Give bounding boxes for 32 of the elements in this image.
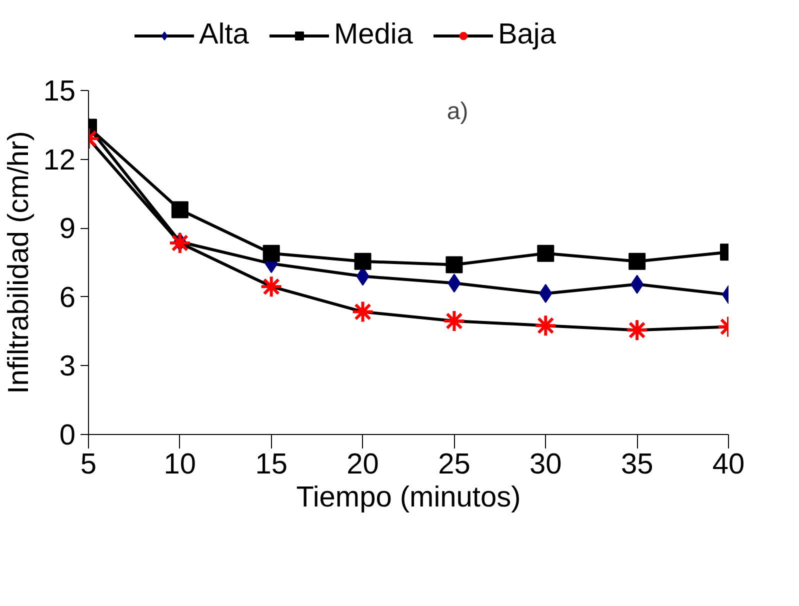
point bbox=[171, 201, 188, 218]
point bbox=[168, 232, 192, 255]
y-tick-label: 0 bbox=[59, 420, 76, 452]
point bbox=[446, 256, 463, 274]
x-axis-title: Tiempo (minutos) bbox=[296, 482, 521, 514]
point bbox=[260, 275, 283, 298]
x-tick-label: 35 bbox=[620, 448, 654, 480]
x-tick-label: 20 bbox=[346, 448, 379, 480]
y-tick-label: 3 bbox=[59, 350, 76, 383]
x-tick-label: 40 bbox=[712, 448, 745, 480]
point bbox=[351, 300, 374, 324]
point bbox=[537, 244, 554, 262]
point bbox=[354, 252, 372, 270]
y-tick-label: 12 bbox=[43, 144, 76, 176]
x-tick-label: 30 bbox=[530, 448, 562, 480]
y-tick-label: 6 bbox=[59, 282, 76, 314]
point bbox=[628, 252, 646, 270]
x-tick-label: 25 bbox=[438, 448, 470, 480]
point bbox=[262, 244, 280, 262]
y-axis-title: Infiltrabilidad (cm/hr) bbox=[3, 131, 36, 394]
point bbox=[626, 318, 649, 342]
legend-label: Media bbox=[334, 18, 413, 52]
point bbox=[534, 314, 558, 338]
x-tick-label: 5 bbox=[80, 448, 97, 480]
annotation: a) bbox=[446, 98, 468, 125]
y-tick-label: 15 bbox=[43, 76, 76, 108]
legend-label: Baja bbox=[498, 18, 556, 52]
x-tick-label: 15 bbox=[255, 448, 288, 480]
x-tick-label: 10 bbox=[164, 448, 196, 480]
legend-label: Alta bbox=[198, 18, 249, 52]
point bbox=[442, 309, 466, 332]
y-tick-label: 9 bbox=[59, 213, 76, 246]
